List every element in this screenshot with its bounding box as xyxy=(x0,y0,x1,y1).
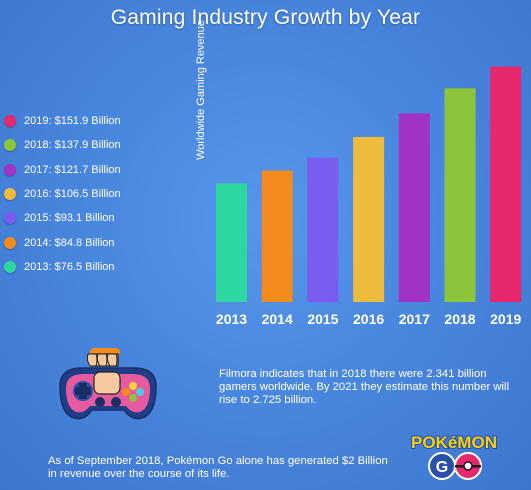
bar-2016 xyxy=(353,136,385,302)
legend: 2019: $151.9 Billion 2018: $137.9 Billio… xyxy=(4,109,121,279)
gamepad-fist-icon xyxy=(59,348,157,420)
legend-item: 2018: $137.9 Billion xyxy=(4,133,121,157)
pokemon-note: As of September 2018, Pokémon Go alone h… xyxy=(48,455,388,481)
legend-label: 2017: $121.7 Billion xyxy=(24,163,121,176)
legend-item: 2016: $106.5 Billion xyxy=(4,182,121,206)
legend-label: 2016: $106.5 Billion xyxy=(24,188,121,201)
x-tick-label: 2014 xyxy=(262,311,293,327)
legend-dot xyxy=(4,212,16,225)
legend-label: 2013: $76.5 Billion xyxy=(24,260,115,273)
bar-2014 xyxy=(261,170,293,302)
bar-2018 xyxy=(444,88,476,302)
bar-2013 xyxy=(216,183,247,302)
filmora-note: Filmora indicates that in 2018 there wer… xyxy=(219,368,510,407)
legend-item: 2019: $151.9 Billion xyxy=(4,109,121,133)
x-tick-label: 2013 xyxy=(216,311,247,327)
legend-dot xyxy=(4,260,16,273)
x-tick-label: 2019 xyxy=(490,311,521,327)
legend-dot xyxy=(4,139,16,152)
x-tick-label: 2018 xyxy=(444,311,475,327)
legend-label: 2015: $93.1 Billion xyxy=(24,212,115,225)
legend-item: 2013: $76.5 Billion xyxy=(4,255,121,279)
bar-2017 xyxy=(398,113,430,303)
x-tick-label: 2017 xyxy=(399,311,430,327)
legend-label: 2019: $151.9 Billion xyxy=(24,115,121,128)
svg-text:POKéMON: POKéMON xyxy=(411,433,497,452)
x-tick-label: 2016 xyxy=(353,311,384,327)
chart-title: Gaming Industry Growth by Year xyxy=(110,6,421,29)
bar-2019 xyxy=(490,66,522,303)
legend-item: 2015: $93.1 Billion xyxy=(4,206,121,230)
legend-item: 2014: $84.8 Billion xyxy=(4,230,121,254)
pokemon-go-logo: POKéMON G xyxy=(410,432,498,480)
legend-dot xyxy=(4,236,16,249)
bar-2015 xyxy=(307,157,339,302)
legend-label: 2014: $84.8 Billion xyxy=(24,236,115,249)
legend-dot xyxy=(4,188,16,201)
legend-dot xyxy=(4,115,16,128)
x-tick-label: 2015 xyxy=(307,311,338,327)
legend-dot xyxy=(4,163,16,176)
legend-label: 2018: $137.9 Billion xyxy=(24,139,121,152)
svg-text:G: G xyxy=(436,459,448,476)
legend-item: 2017: $121.7 Billion xyxy=(4,158,121,182)
bar-chart: 2013 2014 2015 2016 2017 2018 2019 xyxy=(216,66,522,327)
